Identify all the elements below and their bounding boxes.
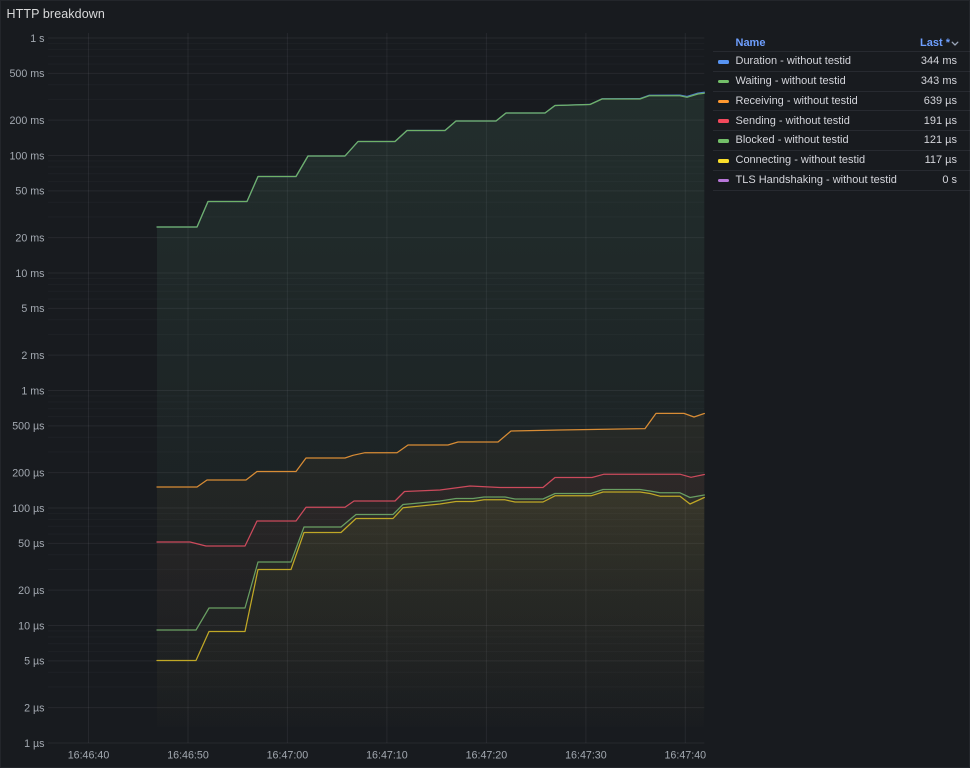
svg-text:1 s: 1 s (30, 33, 44, 45)
svg-text:100 ms: 100 ms (9, 150, 44, 162)
svg-text:2 µs: 2 µs (24, 702, 44, 714)
svg-text:200 µs: 200 µs (12, 467, 44, 479)
svg-text:10 µs: 10 µs (18, 620, 44, 632)
svg-text:1 µs: 1 µs (24, 738, 44, 750)
svg-text:16:46:50: 16:46:50 (167, 750, 209, 762)
svg-text:16:46:40: 16:46:40 (68, 750, 110, 762)
svg-text:50 µs: 50 µs (18, 538, 44, 550)
svg-text:1 ms: 1 ms (21, 385, 44, 397)
svg-text:100 µs: 100 µs (12, 503, 44, 515)
svg-text:500 µs: 500 µs (12, 421, 44, 433)
svg-text:500 ms: 500 ms (9, 68, 44, 80)
svg-text:50 ms: 50 ms (15, 186, 44, 198)
svg-text:5 ms: 5 ms (21, 303, 44, 315)
svg-text:16:47:40: 16:47:40 (664, 750, 706, 762)
svg-text:20 ms: 20 ms (15, 232, 44, 244)
svg-text:16:47:00: 16:47:00 (267, 750, 309, 762)
svg-text:16:47:30: 16:47:30 (565, 750, 607, 762)
svg-text:2 ms: 2 ms (21, 350, 44, 362)
svg-text:20 µs: 20 µs (18, 585, 44, 597)
svg-text:16:47:20: 16:47:20 (466, 750, 508, 762)
svg-text:10 ms: 10 ms (15, 268, 44, 280)
svg-text:16:47:10: 16:47:10 (366, 750, 408, 762)
svg-text:200 ms: 200 ms (9, 115, 44, 127)
svg-text:5 µs: 5 µs (24, 656, 44, 668)
